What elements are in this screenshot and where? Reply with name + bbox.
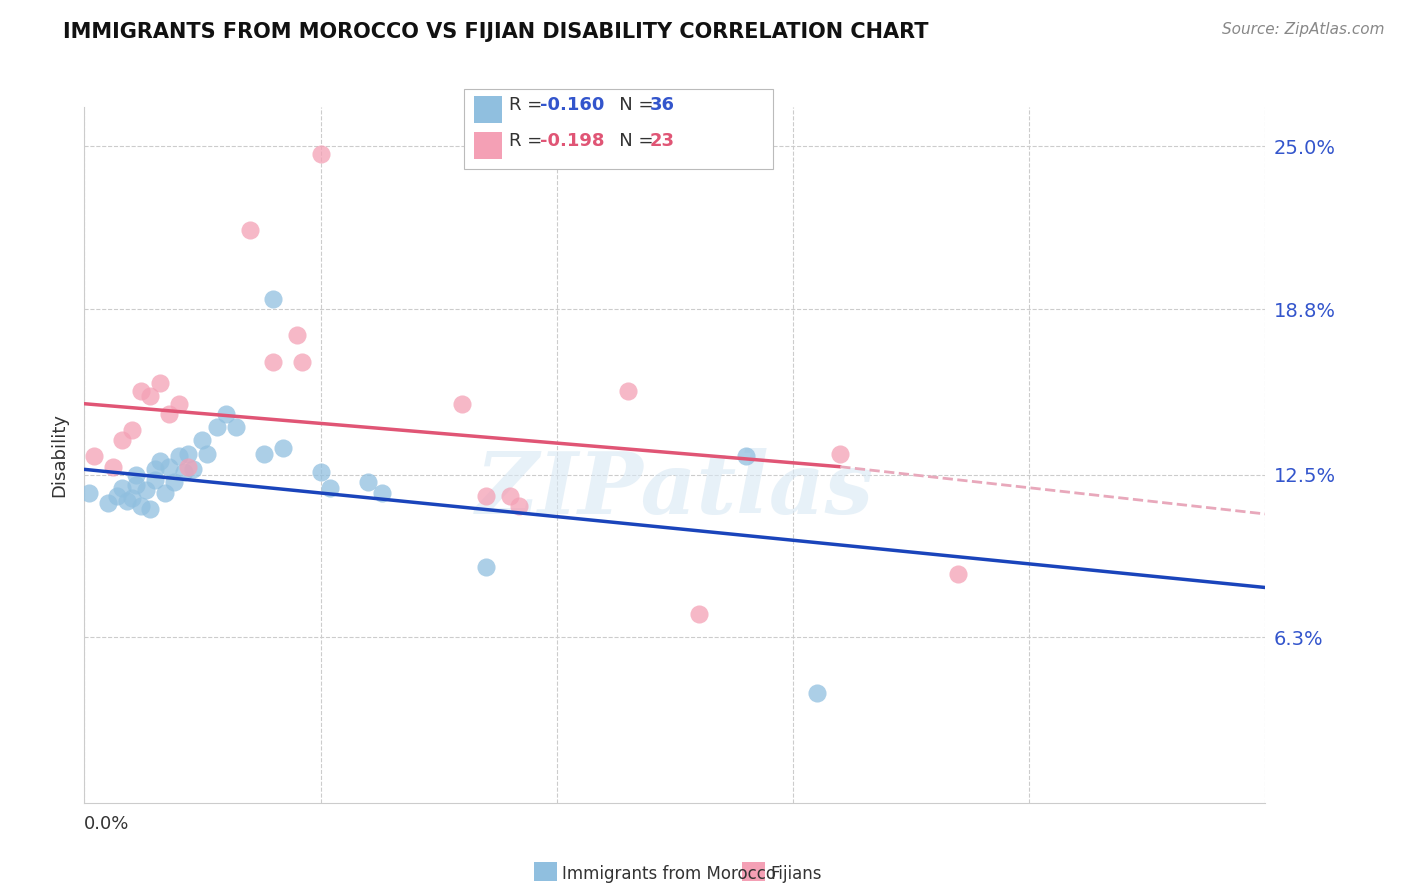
Point [319,481,342,495]
Text: 36: 36 [650,96,675,114]
Point [806,685,828,699]
Point [309,465,332,479]
Point [149,376,172,390]
Text: ZIPatlas: ZIPatlas [475,448,875,532]
Point [143,473,166,487]
Text: 0.0%: 0.0% [84,815,129,833]
Point [173,465,195,479]
Point [157,407,180,421]
Text: Source: ZipAtlas.com: Source: ZipAtlas.com [1222,22,1385,37]
Text: Immigrants from Morocco: Immigrants from Morocco [562,865,776,883]
Point [451,397,474,411]
Point [508,499,530,513]
Point [167,449,190,463]
Point [309,147,332,161]
Point [262,355,284,369]
Point [688,607,710,621]
Point [734,449,756,463]
Point [157,459,180,474]
Point [285,328,308,343]
Point [181,462,204,476]
Point [115,494,138,508]
Point [291,355,314,369]
Point [167,397,190,411]
Point [139,501,162,516]
Point [97,496,120,510]
Text: N =: N = [602,96,659,114]
Point [177,447,200,461]
Point [149,454,172,468]
Text: IMMIGRANTS FROM MOROCCO VS FIJIAN DISABILITY CORRELATION CHART: IMMIGRANTS FROM MOROCCO VS FIJIAN DISABI… [63,22,929,42]
Y-axis label: Disability: Disability [51,413,69,497]
Point [129,499,152,513]
Point [163,475,186,490]
Point [143,462,166,476]
Point [107,489,129,503]
Point [111,434,134,448]
Text: R =: R = [509,96,548,114]
Point [371,486,394,500]
Point [616,384,638,398]
Point [830,447,852,461]
Point [271,442,294,456]
Point [498,489,520,503]
Point [253,447,276,461]
Point [139,389,162,403]
Text: 23: 23 [650,132,675,150]
Point [225,420,247,434]
Point [475,489,498,503]
Point [262,292,284,306]
Point [195,447,218,461]
Text: Fijians: Fijians [770,865,823,883]
Point [121,491,143,506]
Point [83,449,105,463]
Point [475,559,498,574]
Text: -0.198: -0.198 [540,132,605,150]
Point [135,483,157,498]
Point [129,384,152,398]
Point [101,459,124,474]
Point [77,486,100,500]
Point [191,434,214,448]
Point [215,407,238,421]
Text: -0.160: -0.160 [540,96,605,114]
Point [153,486,176,500]
Point [121,423,143,437]
Point [125,478,148,492]
Point [948,567,970,582]
Text: N =: N = [602,132,659,150]
Point [125,467,148,482]
Point [357,475,380,490]
Text: R =: R = [509,132,548,150]
Point [239,223,262,237]
Point [111,481,134,495]
Point [177,459,200,474]
Point [205,420,228,434]
